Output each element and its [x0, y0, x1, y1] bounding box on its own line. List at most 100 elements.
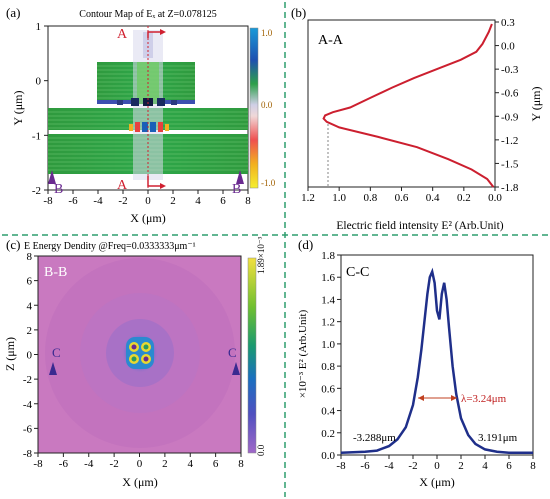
panel-c-x-tick-label: -8	[33, 458, 43, 470]
marker-c-right: C	[228, 345, 237, 360]
panel-b-ylabel: Y (μm)	[529, 87, 543, 122]
panel-d-y-tick-label: 0.4	[321, 406, 335, 418]
arrow-b-right	[236, 170, 244, 184]
arrow-a-bottom	[147, 176, 162, 187]
panel-a-x-tick-label: 2	[170, 195, 176, 207]
panel-b-y-ticks: 0.3 0.0 -0.3 -0.6 -0.9 -1.2 -1.5 -1.8	[495, 17, 519, 194]
panel-d-x-tick-label: -4	[384, 460, 394, 472]
panel-d-x-tick-label: 6	[506, 460, 512, 472]
panel-a-colorbar	[249, 27, 259, 189]
panel-b-x-tick-label: 0.4	[426, 192, 440, 204]
marker-c-left: C	[52, 345, 61, 360]
panel-d-y-tick-label: 1.4	[321, 294, 335, 306]
panel-a: (a) Contour Map of Eₓ at Z=0.078125	[6, 5, 276, 225]
panel-a-x-tick-label: 6	[220, 195, 226, 207]
panel-d-y-tick-label: 1.6	[321, 272, 335, 284]
panel-c-y-tick-label: 0	[27, 350, 33, 362]
panel-d-right-width-label: 3.191μm	[478, 432, 518, 444]
panel-d-label: (d)	[298, 237, 313, 252]
panel-b: (b) A-A 1.2 1.0 0.8 0.6 0.4 0.2 0.0 0.3 0.0 -0.3…	[291, 5, 543, 232]
panel-d-x-tick-label: 4	[482, 460, 488, 472]
panel-d-x-ticks: -8 -6 -4 -2 0 2 4 6 8	[336, 455, 536, 472]
marker-a-bottom: A	[117, 178, 128, 193]
panel-c-label: (c)	[6, 237, 20, 252]
panel-d-plot-area	[340, 254, 534, 456]
panel-b-y-tick-label: -0.9	[501, 111, 519, 123]
arrow-c-left	[49, 362, 57, 375]
panel-d-y-tick-label: 0.6	[321, 383, 335, 395]
panel-d-x-tick-label: -6	[360, 460, 370, 472]
panel-c-y-tick-label: 8	[27, 251, 33, 263]
panel-d-fwhm-label: λ=3.24μm	[461, 393, 507, 405]
panel-b-xlabel: Electric field intensity E² (Arb.Unit)	[336, 220, 503, 232]
panel-b-x-tick-label: 0.2	[457, 192, 471, 204]
panel-b-y-tick-label: -1.8	[501, 182, 519, 194]
panel-c-x-tick-label: 2	[162, 458, 168, 470]
panel-c-y-tick-label: -2	[23, 374, 32, 386]
marker-a-top: A	[117, 27, 128, 42]
panel-d-fwhm-marker	[418, 395, 457, 401]
panel-d-x-tick-label: 0	[434, 460, 440, 472]
panel-b-x-tick-label: 1.2	[301, 192, 315, 204]
panel-d-y-tick-label: 0.8	[321, 361, 335, 373]
panel-a-title: Contour Map of Eₓ at Z=0.078125	[79, 9, 216, 20]
panel-a-xlabel: X (μm)	[130, 211, 165, 225]
panel-a-x-tick-label: -4	[93, 195, 103, 207]
panel-c-x-tick-label: 0	[137, 458, 143, 470]
panel-c-colorbar	[247, 257, 257, 454]
panel-d: (d) C-C λ=3.24μm -3.288μm 3.191μm -8 -6 -4…	[297, 237, 536, 489]
panel-c-colorbar-ticks: 1.89×10⁻³ 0.0	[256, 236, 266, 456]
panel-c-y-tick-label: 2	[27, 325, 33, 337]
panel-a-colorbar-ticks: 1.0 0.0 -1.0	[261, 28, 276, 188]
panel-a-x-ticks: -8 -6 -4 -2 0 2 4 6 8	[43, 190, 251, 207]
panel-b-annotation: A-A	[318, 33, 344, 48]
panel-c-y-ticks: 8 6 4 2 0 -2 -4 -6 -8	[23, 251, 38, 460]
panel-d-xlabel: X (μm)	[419, 475, 454, 489]
panel-d-series-line	[340, 267, 533, 455]
panel-d-x-tick-label: 8	[530, 460, 536, 472]
panel-d-x-tick-label: -8	[336, 460, 346, 472]
panel-d-y-tick-label: 0.0	[321, 450, 335, 462]
panel-d-ylabel: ×10⁻³ E² (Arb.Unit)	[297, 309, 309, 398]
panel-d-y-tick-label: 1.0	[321, 339, 335, 351]
panel-d-x-tick-label: -2	[408, 460, 417, 472]
arrow-b-left	[48, 170, 56, 184]
panel-b-label: (b)	[291, 5, 306, 20]
panel-b-x-tick-label: 1.0	[332, 192, 346, 204]
panel-b-y-tick-label: -0.6	[501, 88, 519, 100]
panel-c-y-tick-label: -4	[23, 399, 33, 411]
marker-b-left: B	[54, 182, 63, 197]
marker-b-right: B	[232, 182, 241, 197]
panel-c-annotation: B-B	[44, 265, 67, 280]
panel-d-left-width-label: -3.288μm	[353, 432, 396, 444]
panel-b-x-tick-label: 0.6	[395, 192, 409, 204]
panel-a-x-tick-label: 0	[145, 195, 151, 207]
panel-b-x-tick-label: 0.8	[363, 192, 377, 204]
panel-a-x-tick-label: 4	[195, 195, 201, 207]
panel-c: (c) E Energy Dendity @Freq=0.0333333μm⁻¹…	[3, 236, 266, 489]
panel-c-xlabel: X (μm)	[122, 475, 157, 489]
panel-b-y-tick-label: -0.3	[501, 64, 519, 76]
panel-c-x-tick-label: 4	[188, 458, 194, 470]
panel-c-x-ticks: -8 -6 -4 -2 0 2 4 6 8	[33, 453, 244, 470]
panel-b-y-tick-label: 0.0	[501, 41, 515, 53]
panel-c-x-tick-label: -2	[110, 458, 119, 470]
panel-c-x-tick-label: 8	[238, 458, 244, 470]
panel-a-y-tick-label: 0	[36, 76, 42, 88]
panel-a-x-tick-label: -2	[118, 195, 127, 207]
panel-c-ylabel: Z (μm)	[3, 337, 17, 371]
panel-a-ylabel: Y (μm)	[11, 91, 25, 126]
panel-c-y-tick-label: 4	[27, 300, 33, 312]
panel-b-series-line	[322, 23, 495, 188]
arrow-a-top	[147, 31, 162, 38]
panel-a-colorbar-tick-label: 0.0	[261, 100, 273, 110]
panel-d-y-tick-label: 0.2	[321, 428, 335, 440]
panel-c-x-tick-label: -6	[59, 458, 69, 470]
panel-a-cut-markers: A A B B	[48, 26, 244, 197]
panel-b-y-tick-label: -1.5	[501, 158, 519, 170]
panel-c-title: E Energy Dendity @Freq=0.0333333μm⁻¹	[24, 241, 196, 252]
panel-c-x-tick-label: -4	[84, 458, 94, 470]
panel-a-x-tick-label: 8	[245, 195, 251, 207]
panel-d-y-ticks: 1.8 1.6 1.4 1.2 1.0 0.8 0.6 0.4 0.2 0.0	[321, 250, 341, 462]
